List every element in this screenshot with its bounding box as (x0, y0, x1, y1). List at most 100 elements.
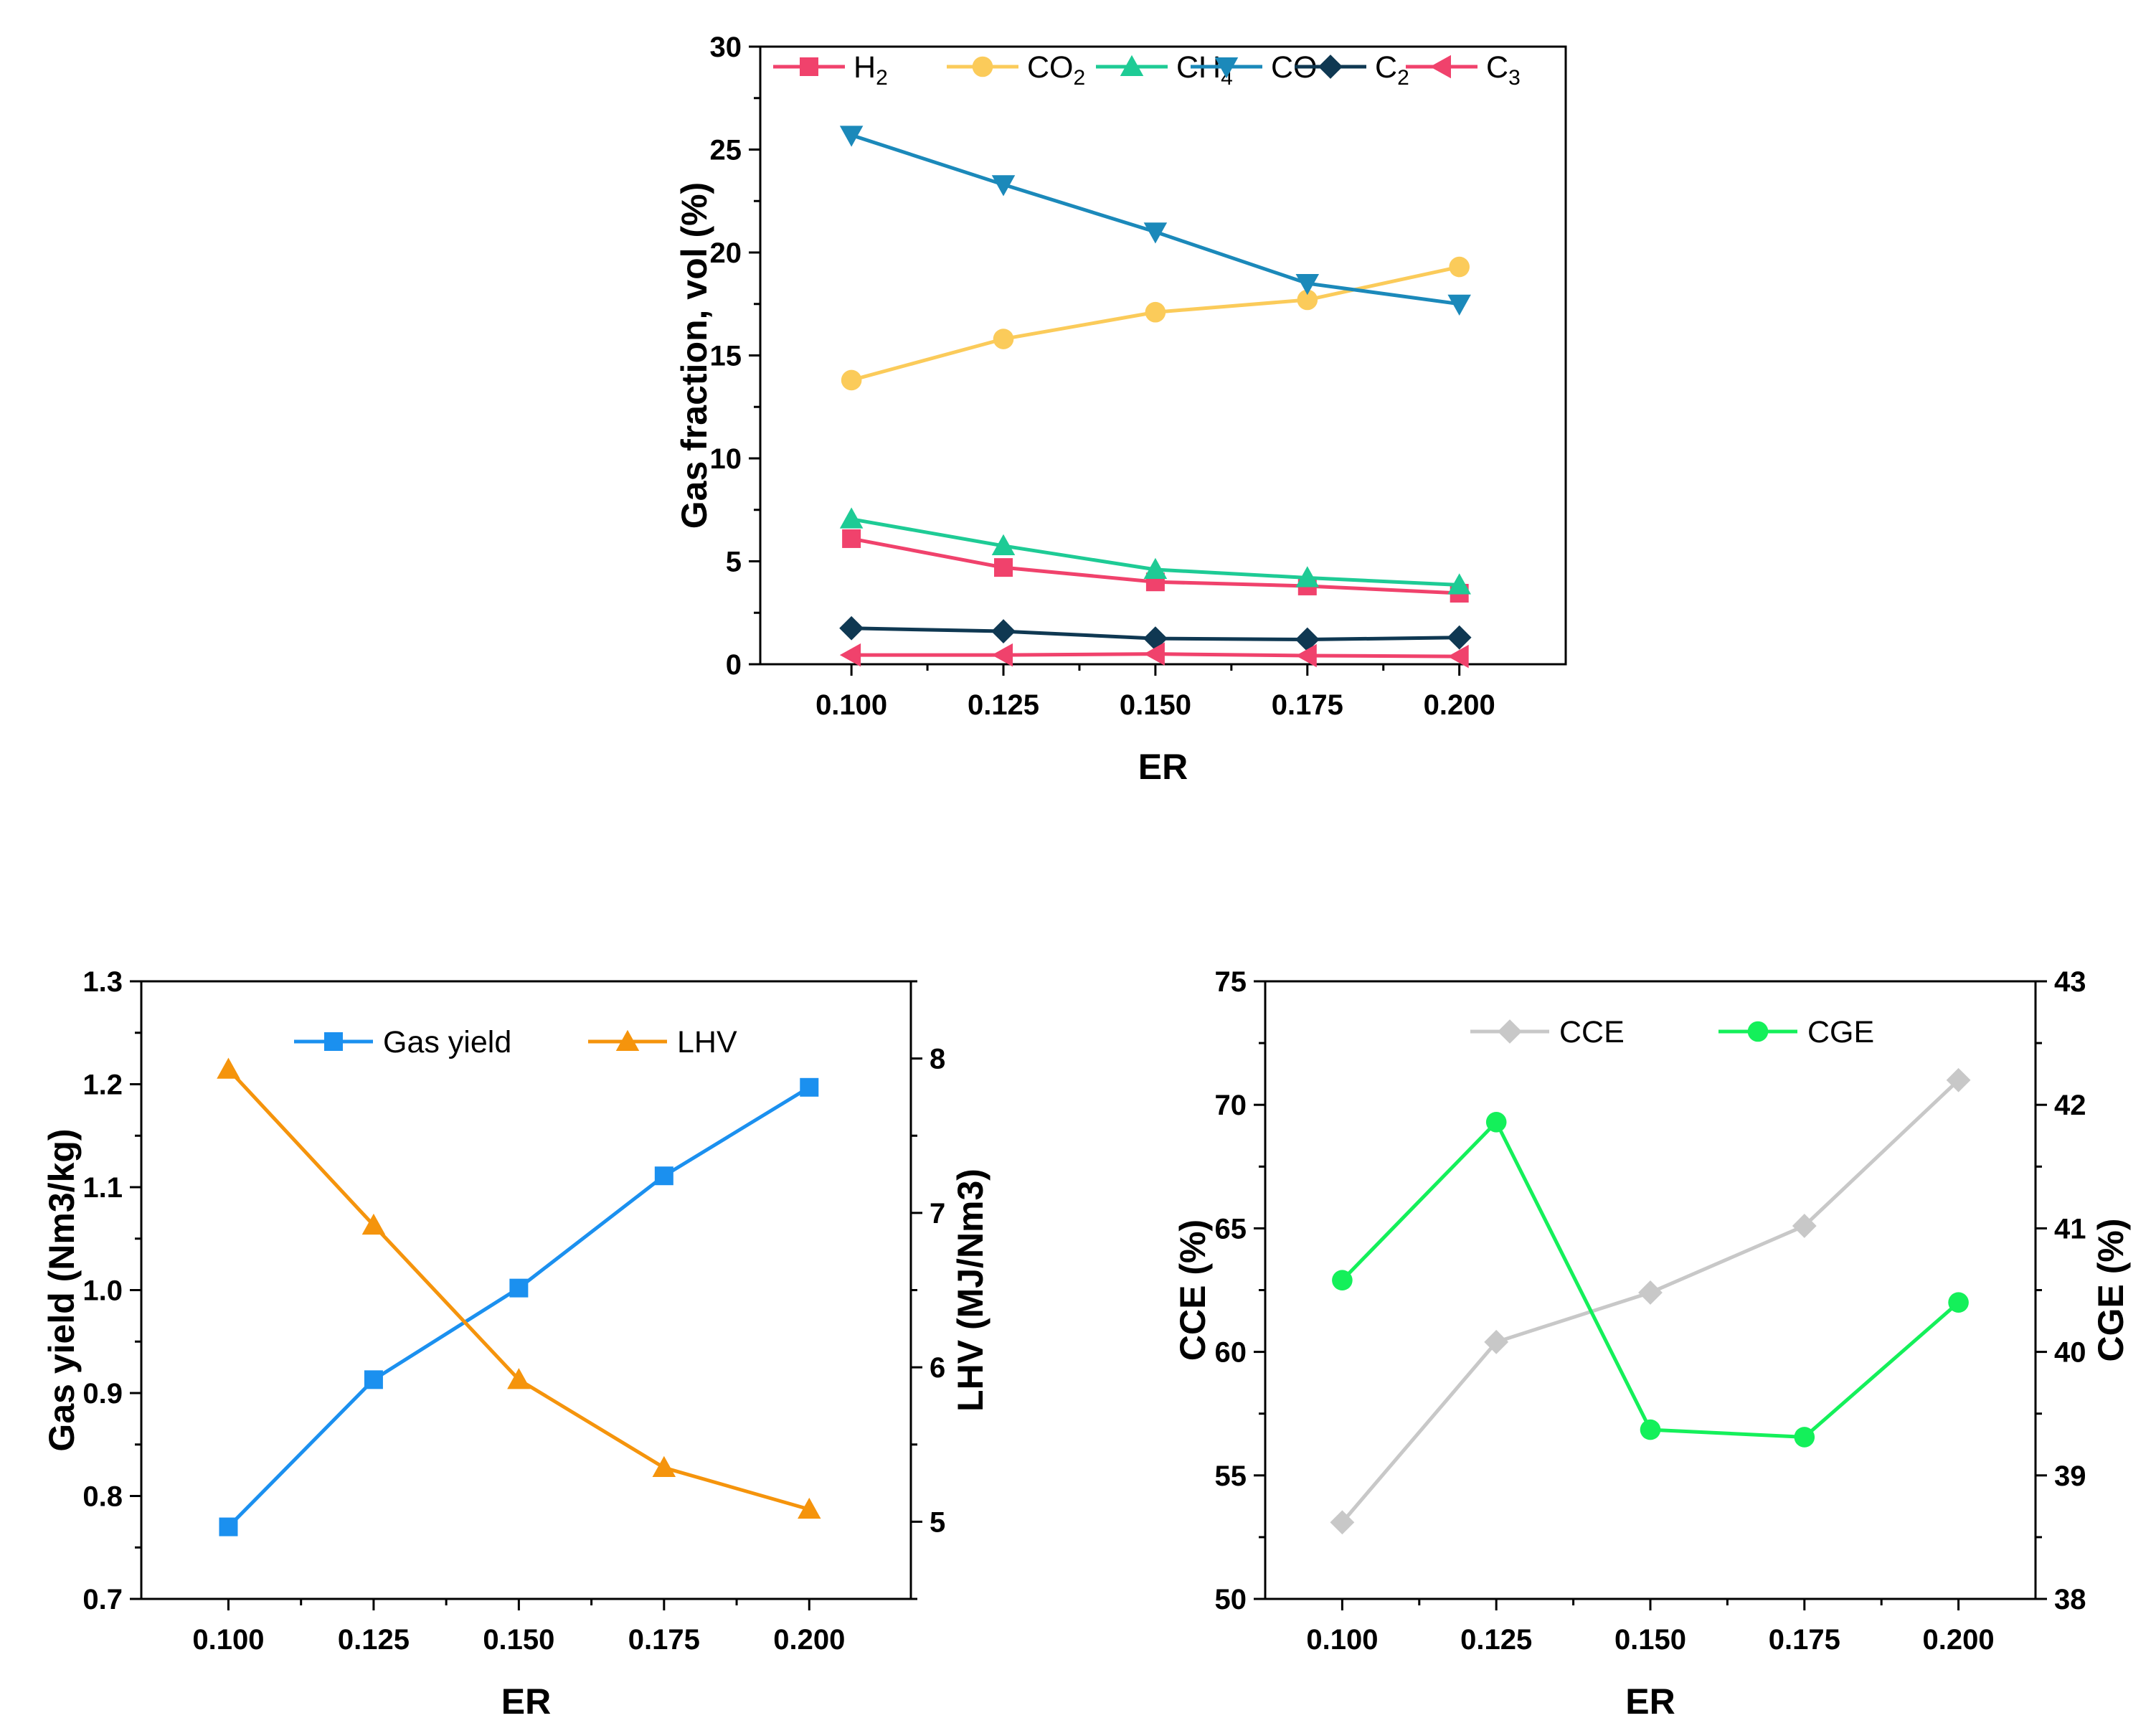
y-right-tick-label: 7 (930, 1198, 945, 1229)
data-point (1295, 274, 1320, 296)
x-tick-label: 0.200 (1424, 689, 1495, 721)
data-point (991, 619, 1016, 643)
data-point (1794, 1427, 1815, 1448)
legend-marker (1214, 57, 1239, 79)
y-right-tick-label: 38 (2054, 1584, 2086, 1615)
y-right-tick-label: 40 (2054, 1337, 2086, 1369)
data-point (1948, 1292, 1969, 1313)
y-tick-label: 10 (710, 443, 742, 475)
y-tick-label: 0.8 (82, 1481, 123, 1513)
data-point (1449, 256, 1470, 278)
data-point (991, 643, 1013, 667)
data-point (1640, 1419, 1661, 1440)
x-tick-label: 0.150 (483, 1624, 554, 1656)
legend-label-subscript: 3 (1508, 66, 1521, 90)
y-tick-label: 25 (710, 135, 742, 166)
legend-label: C2 (1375, 50, 1409, 90)
y-tick-label: 0 (726, 649, 742, 681)
x-tick-label: 0.100 (815, 689, 887, 721)
y-tick-label: 1.3 (82, 966, 123, 998)
y-tick-label: 30 (710, 32, 742, 63)
y-right-tick-label: 42 (2054, 1090, 2086, 1121)
x-tick-label: 0.100 (1306, 1624, 1378, 1656)
legend-label: Gas yield (383, 1025, 511, 1059)
data-point (1485, 1112, 1507, 1133)
legend-marker (800, 57, 818, 76)
y-right-tick-label: 39 (2054, 1460, 2086, 1492)
data-point (1447, 644, 1469, 669)
y-left-axis-label: Gas yield (Nm3/kg) (42, 1128, 82, 1451)
series-line-gas-yield (227, 1085, 810, 1529)
data-point (991, 534, 1016, 555)
data-point (217, 1057, 240, 1079)
legend-label: CCE (1559, 1015, 1625, 1049)
legend-marker (1318, 55, 1343, 79)
data-point (839, 643, 861, 667)
y-right-tick-label: 43 (2054, 966, 2086, 998)
data-point (652, 1455, 676, 1478)
legend-label-main: C (1375, 50, 1397, 85)
data-point (994, 558, 1013, 577)
legend-label: CO2 (1027, 50, 1085, 90)
legend-marker (1498, 1019, 1522, 1044)
data-point (1295, 627, 1320, 652)
y-tick-label: 0.7 (82, 1584, 123, 1615)
y-tick-label: 70 (1215, 1090, 1247, 1121)
legend-label-subscript: 2 (876, 66, 888, 90)
legend-marker (1429, 55, 1451, 79)
data-point (1332, 1270, 1353, 1291)
x-tick-label: 0.175 (1272, 689, 1343, 721)
legend-label-main: H (854, 50, 876, 85)
y-tick-label: 1.2 (82, 1070, 123, 1101)
y-tick-label: 65 (1215, 1213, 1247, 1245)
data-point (798, 1497, 821, 1519)
y-right-tick-label: 5 (930, 1506, 945, 1538)
legend-marker (972, 56, 993, 77)
y-tick-label: 0.9 (82, 1378, 123, 1410)
legend: Gas yield LHV (294, 1025, 737, 1059)
data-point (841, 369, 862, 391)
gas-yield-lhv-chart: 0.100 0.125 0.150 0.175 0.200 0.7 0.8 0.9 1.0 1.1… (42, 966, 990, 1718)
data-point (839, 507, 864, 529)
cce-cge-chart: 0.100 0.125 0.150 0.175 0.200 50 55 60 65 70 75 38 3… (1173, 966, 2131, 1718)
series-line-co (851, 133, 1460, 306)
legend: CCE CGE (1470, 1015, 1874, 1049)
data-point (219, 1517, 238, 1537)
y-right-tick-label: 8 (930, 1044, 945, 1075)
data-point (1143, 642, 1165, 666)
data-point (1946, 1067, 1971, 1092)
y-tick-label: 15 (710, 341, 742, 372)
legend-label: C3 (1486, 50, 1521, 90)
legend-label: LHV (677, 1025, 737, 1059)
y-axis-label: Gas fraction, vol (%) (674, 182, 714, 529)
data-point (364, 1370, 383, 1389)
legend-label: H2 (854, 50, 888, 90)
data-point (1295, 643, 1317, 668)
data-point (1295, 566, 1320, 587)
gas-composition-chart: 0.100 0.125 0.150 0.175 0.200 0 5 10 15 20 25 30 ER G… (674, 32, 1567, 787)
data-point (839, 126, 864, 147)
legend-label-subscript: 2 (1074, 66, 1086, 90)
legend-marker (1120, 55, 1144, 76)
data-point (1792, 1214, 1817, 1238)
y-right-tick-label: 6 (930, 1352, 945, 1384)
x-tick-label: 0.150 (1614, 1624, 1686, 1656)
data-point (1447, 573, 1471, 595)
legend-marker (324, 1032, 343, 1051)
data-point (993, 329, 1014, 349)
x-tick-label: 0.125 (338, 1624, 410, 1656)
y-tick-label: 5 (726, 547, 742, 578)
legend-label: CGE (1807, 1015, 1874, 1049)
x-axis-label: ER (501, 1681, 551, 1718)
y-tick-label: 20 (710, 237, 742, 269)
data-point (654, 1166, 673, 1186)
x-axis-label: ER (1625, 1681, 1675, 1718)
x-tick-label: 0.100 (192, 1624, 264, 1656)
y-right-axis-label: LHV (MJ/Nm3) (950, 1169, 990, 1412)
data-point (800, 1077, 819, 1097)
x-tick-label: 0.150 (1120, 689, 1191, 721)
data-point (1484, 1329, 1509, 1354)
data-point (1143, 222, 1168, 244)
data-point (1143, 557, 1168, 579)
